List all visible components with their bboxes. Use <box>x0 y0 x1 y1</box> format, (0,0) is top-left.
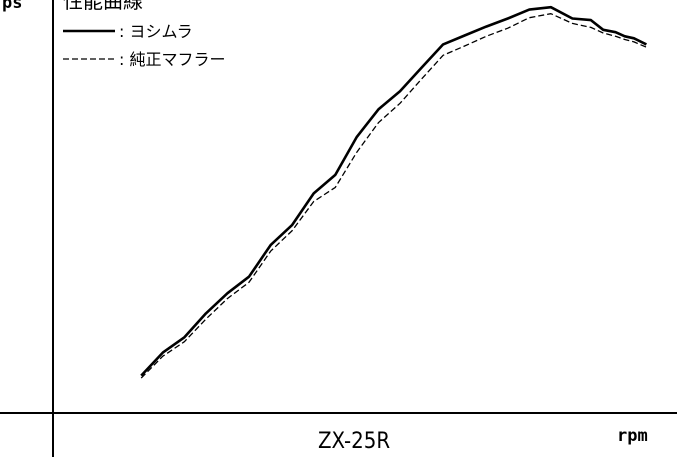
legend: : ヨシムラ : 純正マフラー <box>63 22 226 69</box>
legend-label-0: : ヨシムラ <box>119 22 193 41</box>
legend-name-1: 純正マフラー <box>129 50 225 69</box>
y-axis-label: ps <box>2 0 22 13</box>
legend-label-1: : 純正マフラー <box>119 50 226 69</box>
legend-name-0: ヨシムラ <box>129 22 192 41</box>
model-label: ZX-25R <box>318 429 390 454</box>
chart-title: 性能曲線 <box>63 0 143 13</box>
x-axis-label: rpm <box>617 426 648 446</box>
